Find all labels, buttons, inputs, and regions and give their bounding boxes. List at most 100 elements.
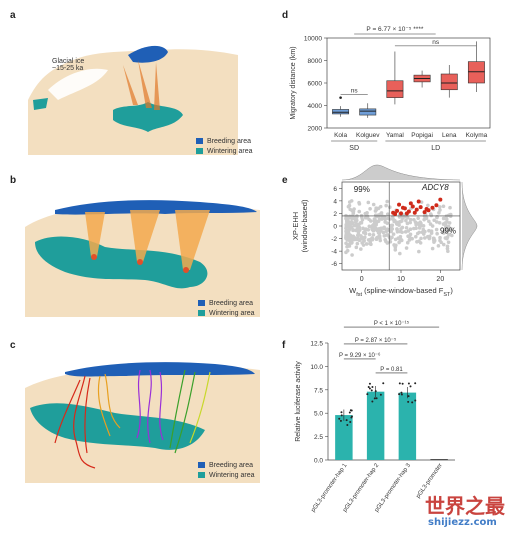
scatter-point-grey <box>432 236 436 241</box>
ytick-label-e: 4 <box>333 198 337 205</box>
scatter-point-grey <box>438 235 442 240</box>
legend-c: Breeding area Wintering area <box>198 460 255 480</box>
replicate-point <box>379 393 382 396</box>
scatter-point-grey <box>437 211 441 215</box>
scatter-point-grey <box>415 239 419 244</box>
replicate-point <box>400 391 403 394</box>
replicate-point <box>371 386 374 389</box>
sig-f-4-text: P = 0.81 <box>380 367 403 373</box>
scatter-point-grey <box>360 235 365 240</box>
ytick-label-d: 6000 <box>308 81 323 88</box>
replicate-point <box>348 411 351 414</box>
scatter-point-grey <box>349 222 353 227</box>
scatter-point-grey <box>359 247 363 251</box>
track-orange <box>104 373 121 429</box>
scatter-point-grey <box>365 214 370 219</box>
scatter-point-grey <box>427 236 432 241</box>
track-green <box>169 369 186 449</box>
density-right <box>461 181 478 271</box>
scatter-point-grey <box>441 216 446 221</box>
scatter-point-highlight <box>399 211 403 216</box>
scatter-point-grey <box>385 227 390 231</box>
scatter-point-grey <box>419 221 423 226</box>
scatter-point-grey <box>419 200 424 204</box>
replicate-point <box>411 401 414 404</box>
scatter-point-grey <box>374 206 378 210</box>
percentile-label-y: 99% <box>440 227 456 236</box>
sig-text-sd: ns <box>351 87 359 94</box>
scatter-point-grey <box>363 231 368 236</box>
watermark-logo: 世界之最 <box>425 494 505 518</box>
scatter-point-grey <box>432 240 436 244</box>
replicate-point <box>409 385 412 388</box>
scatter-point-grey <box>371 232 376 237</box>
ytick-label-f: 7.5 <box>314 387 323 394</box>
scatter-point-grey <box>355 241 360 246</box>
replicate-point <box>349 409 352 412</box>
ylabel-f: Relative luciferase activity <box>295 361 302 442</box>
scatter-point-grey <box>391 232 396 236</box>
category-label-f: pGL3-promoter-hap 1 <box>311 462 349 513</box>
gene-label: ADCY8 <box>421 183 449 192</box>
replicate-point <box>350 415 353 418</box>
scatter-point-grey <box>408 220 412 225</box>
scatter-point-grey <box>377 234 382 238</box>
scatter-point-grey <box>349 199 354 203</box>
panel-e-label: e <box>282 175 288 186</box>
scatter-point-grey <box>417 249 421 254</box>
scatter-point-grey <box>382 214 387 219</box>
bar-2 <box>366 391 385 460</box>
category-label-f: pGL3-promoter-hap 3 <box>374 462 412 513</box>
scatter-point-grey <box>446 240 451 245</box>
scatter-point-grey <box>441 242 446 247</box>
scatter-point-grey <box>356 230 361 235</box>
scatter-point-highlight <box>393 212 398 217</box>
scatter-point-grey <box>379 212 383 216</box>
category-label-d: Kola <box>334 132 347 139</box>
group-label-SD: SD <box>349 145 359 152</box>
replicate-point <box>407 382 410 385</box>
scatter-point-grey <box>404 246 409 250</box>
scatter-point-highlight <box>414 207 419 212</box>
ylabel-e-line1: XP-EHH <box>291 212 300 240</box>
scatter-point-grey <box>424 216 429 220</box>
replicate-point <box>339 419 342 422</box>
scatter-point-grey <box>352 215 356 219</box>
scatter-point-grey <box>388 205 392 210</box>
ytick-label-e: -4 <box>331 249 337 256</box>
scatter-point-grey <box>427 228 431 233</box>
ytick-label-d: 10000 <box>304 36 322 43</box>
breeding-swatch-c <box>198 462 205 468</box>
scatter-point-grey <box>428 212 433 216</box>
scatter-point-highlight <box>418 205 423 210</box>
xtick-label-e: 20 <box>436 276 444 283</box>
scatter-point-grey <box>348 215 352 220</box>
scatter-point-grey <box>356 237 361 241</box>
scatter-point-grey <box>368 206 372 211</box>
track-purple <box>136 369 141 439</box>
bar-4 <box>430 459 448 461</box>
scatter-point-grey <box>378 238 383 243</box>
scatter-point-highlight <box>416 199 421 204</box>
panel-c-map <box>25 362 260 483</box>
replicate-point <box>346 424 349 427</box>
replicate-point <box>349 421 352 424</box>
scatter-point-grey <box>421 224 426 228</box>
replicate-point <box>345 419 348 422</box>
scatter-point-highlight <box>434 203 439 208</box>
scatter-point-grey <box>445 236 449 241</box>
scatter-point-grey <box>435 214 439 219</box>
scatter-point-grey <box>366 200 371 205</box>
scatter-point-grey <box>448 205 452 210</box>
scatter-point-grey <box>432 218 436 223</box>
scatter-point-grey <box>446 224 451 229</box>
scatter-point-highlight <box>408 201 413 206</box>
scatter-point-grey <box>429 231 434 235</box>
replicate-point <box>407 395 410 398</box>
scatter-point-grey <box>437 221 442 225</box>
scatter-point-grey <box>448 212 453 217</box>
scatter-point-grey <box>355 218 359 223</box>
scatter-point-grey <box>365 211 369 215</box>
scatter-point-grey <box>373 209 378 213</box>
scatter-point-grey <box>443 227 447 231</box>
